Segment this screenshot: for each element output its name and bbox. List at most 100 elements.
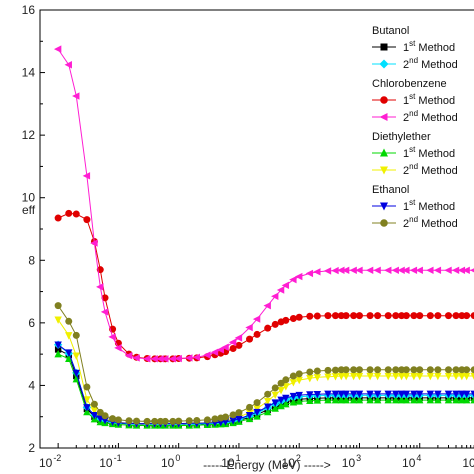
- data-point: [416, 390, 424, 399]
- data-point: [366, 366, 374, 374]
- data-point: [366, 390, 374, 399]
- data-point: [410, 395, 418, 404]
- data-point: [392, 390, 400, 399]
- data-point: [64, 61, 72, 69]
- data-point: [90, 411, 99, 420]
- data-point: [229, 417, 237, 425]
- legend-group-title: Chlorobenzene: [372, 78, 447, 90]
- data-point: [444, 390, 453, 399]
- data-point: [374, 312, 382, 320]
- data-point: [341, 266, 350, 274]
- data-point: [391, 266, 399, 274]
- data-point: [295, 313, 303, 321]
- data-point: [193, 416, 201, 424]
- data-point: [305, 269, 314, 278]
- data-point: [185, 417, 193, 425]
- data-point: [355, 395, 364, 404]
- data-point: [434, 395, 442, 404]
- data-point: [426, 312, 434, 320]
- data-point: [277, 386, 285, 395]
- x-tick-label: 105: [462, 453, 474, 470]
- legend-entry-text: Method: [418, 59, 458, 71]
- data-point: [384, 366, 392, 374]
- data-point: [264, 390, 272, 398]
- data-point: [324, 390, 332, 399]
- legend-entry-text: Method: [415, 95, 455, 107]
- data-point: [392, 372, 400, 381]
- data-point: [100, 308, 109, 316]
- data-point: [426, 266, 434, 274]
- data-point: [416, 312, 424, 320]
- data-point: [342, 372, 350, 381]
- x-tick-exponent: 2: [296, 453, 301, 463]
- data-point: [457, 266, 466, 274]
- x-tick-exponent: 3: [356, 453, 361, 463]
- data-point: [306, 312, 314, 320]
- data-point: [109, 415, 117, 423]
- data-point: [426, 366, 434, 374]
- series-4: [53, 45, 474, 363]
- data-point: [313, 374, 322, 382]
- data-point: [221, 418, 230, 426]
- data-point: [337, 372, 346, 381]
- data-point: [53, 45, 62, 53]
- data-point: [463, 366, 471, 374]
- data-point: [263, 407, 272, 416]
- data-point: [392, 312, 400, 320]
- data-point: [469, 268, 474, 273]
- data-point: [156, 355, 164, 363]
- data-point: [54, 349, 62, 358]
- data-point: [415, 266, 423, 274]
- x-tick-label: 104: [402, 453, 421, 470]
- data-point: [426, 372, 435, 381]
- legend-entry-text: Method: [415, 148, 455, 160]
- data-point: [458, 390, 466, 399]
- data-point: [295, 370, 303, 378]
- data-point: [72, 210, 80, 218]
- data-point: [463, 312, 471, 320]
- legend-swatch-marker: [380, 219, 388, 227]
- data-point: [253, 408, 261, 417]
- data-point: [470, 390, 474, 398]
- legend-entry-suffix: st: [409, 198, 416, 207]
- series-line: [57, 212, 474, 360]
- series-2: [53, 340, 474, 429]
- legend: Butanol 1st Method 2nd Method Chlorobenzene…: [372, 25, 458, 230]
- series-layer: [53, 45, 474, 429]
- data-point: [384, 390, 392, 399]
- data-point: [462, 390, 471, 399]
- data-point: [253, 399, 261, 407]
- y-tick-label: 16: [22, 3, 36, 17]
- data-point: [72, 352, 80, 360]
- legend-entry-label: 2nd Method: [403, 56, 458, 71]
- data-point: [452, 390, 460, 399]
- series-3: [54, 209, 474, 363]
- data-point: [101, 416, 109, 425]
- data-point: [349, 266, 357, 274]
- legend-entry-text: Method: [415, 201, 455, 213]
- data-point: [444, 266, 452, 274]
- data-point: [397, 266, 405, 274]
- data-point: [282, 376, 290, 384]
- data-point: [434, 366, 442, 374]
- data-point: [263, 403, 272, 411]
- y-tick-label: 2: [28, 441, 35, 455]
- legend-entry-suffix: nd: [409, 109, 418, 118]
- data-point: [409, 266, 418, 274]
- data-point: [143, 417, 151, 425]
- data-point: [355, 366, 363, 374]
- data-point: [384, 312, 392, 320]
- data-point: [235, 415, 243, 424]
- data-point: [114, 344, 122, 352]
- data-point: [306, 368, 314, 376]
- data-point: [342, 312, 350, 320]
- data-point: [277, 396, 285, 405]
- data-point: [289, 379, 298, 387]
- legend-entry-suffix: nd: [409, 56, 418, 65]
- data-point: [65, 349, 73, 357]
- legend-swatch-marker: [380, 202, 388, 211]
- legend-entry-text: Method: [418, 112, 458, 124]
- data-point: [90, 400, 98, 408]
- data-point: [90, 239, 98, 247]
- data-point: [253, 330, 261, 338]
